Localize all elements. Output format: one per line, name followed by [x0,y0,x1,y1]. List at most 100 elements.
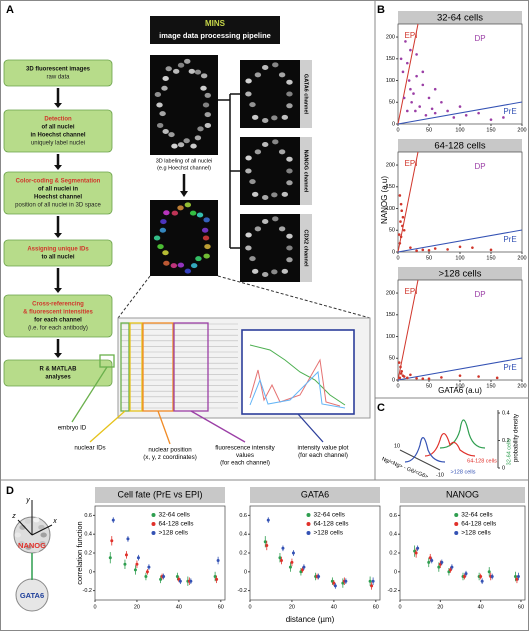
nucleus [25,544,32,550]
region-label: DP [474,34,485,43]
point [178,579,182,583]
axis-name: y [25,497,30,504]
legend-label: >128 cells [159,530,189,537]
nucleus [202,102,210,108]
chart-title-band [250,487,380,503]
nucleus [171,210,179,216]
nucleus [245,78,252,84]
nucleus [153,235,161,241]
y-tick-label: 0 [244,569,247,575]
series-label: 64-128 cells [467,458,497,464]
nucleus [190,143,197,149]
boundary [397,229,523,253]
point [437,565,441,569]
x-tick-label: 10 [394,443,400,449]
series-label: >128 cells [451,469,476,475]
point [410,100,413,104]
point [458,245,462,249]
nucleus [188,68,196,74]
nucleus [281,268,289,274]
y-tick-label: 0.4 [84,532,92,538]
x-tick-label: 0 [396,255,399,261]
nucleus [170,263,178,269]
plot-frame [397,151,523,253]
y-tick-label: 0 [89,569,92,575]
nucleus [33,547,40,553]
point [446,248,449,251]
y-tick-label: 0 [392,121,395,127]
density-curve [404,437,446,463]
point [124,553,128,557]
nucleus [190,263,198,269]
x-tick-label: 0 [93,604,96,610]
callout: nuclear position [148,447,192,454]
step-text: Color-coding & Segmentation [16,179,101,185]
y-tick-label: -0.2 [238,588,247,594]
x-tick-label: 0 [396,383,399,389]
y-tick-label: 100 [386,78,395,84]
nucleus [162,129,169,135]
panel-label: A [6,4,14,16]
y-tick-label: 0.2 [84,550,92,556]
point [126,537,130,541]
point [401,70,405,74]
nucleus [157,244,164,250]
nucleus [177,62,185,68]
point [448,568,452,572]
nucleus [160,219,167,225]
axis-label: probability density [514,414,520,462]
nucleus [168,132,175,138]
callout-line [157,410,171,445]
z-tick-label: 0.2 [502,438,510,444]
nucleus [271,192,278,198]
nucleus [184,268,192,274]
x-tick-label: 0 [248,604,251,610]
nucleus [261,64,269,70]
nucleus [38,524,45,530]
y-tick-label: 200 [386,162,395,168]
point [458,374,462,377]
nucleus [165,66,172,72]
point [215,577,219,581]
callout: nuclear IDs [74,445,105,452]
legend-label: 32-64 cells [159,512,191,519]
point [398,194,402,197]
y-tick-label: 150 [386,184,395,190]
nucleus [245,155,252,161]
nucleus [278,149,286,155]
x-tick-label: 40 [331,604,337,610]
point [290,560,294,564]
panel-label: C [377,402,385,414]
legend-marker [454,531,459,535]
x-tick-label: 150 [486,255,495,261]
nucleus [39,540,46,546]
legend-label: 32-64 cells [461,512,493,519]
channel-strip [300,214,312,282]
legend-label: >128 cells [314,530,344,537]
y-tick-label: 50 [389,100,395,106]
arrow-head [54,233,62,238]
axis-name: z [11,513,16,520]
point [412,92,415,95]
point [421,248,425,252]
nucleus [286,168,293,174]
legend-marker [306,513,311,517]
chart-title-band [400,487,525,503]
step-box [3,59,113,87]
legend-marker [151,531,156,535]
chart-title: GATA6 [301,489,329,499]
boundary [397,357,523,381]
point [175,575,179,578]
point [278,556,282,560]
point [427,560,431,564]
point [495,376,499,380]
plot-frame [397,279,523,381]
arrow-head [54,103,62,108]
nucleus [33,517,40,523]
x-tick-label: -10 [436,472,444,478]
point [402,96,406,100]
step-text: 3D fluorescent images [26,67,91,73]
nucleus [251,114,259,120]
nucleus [200,85,207,91]
